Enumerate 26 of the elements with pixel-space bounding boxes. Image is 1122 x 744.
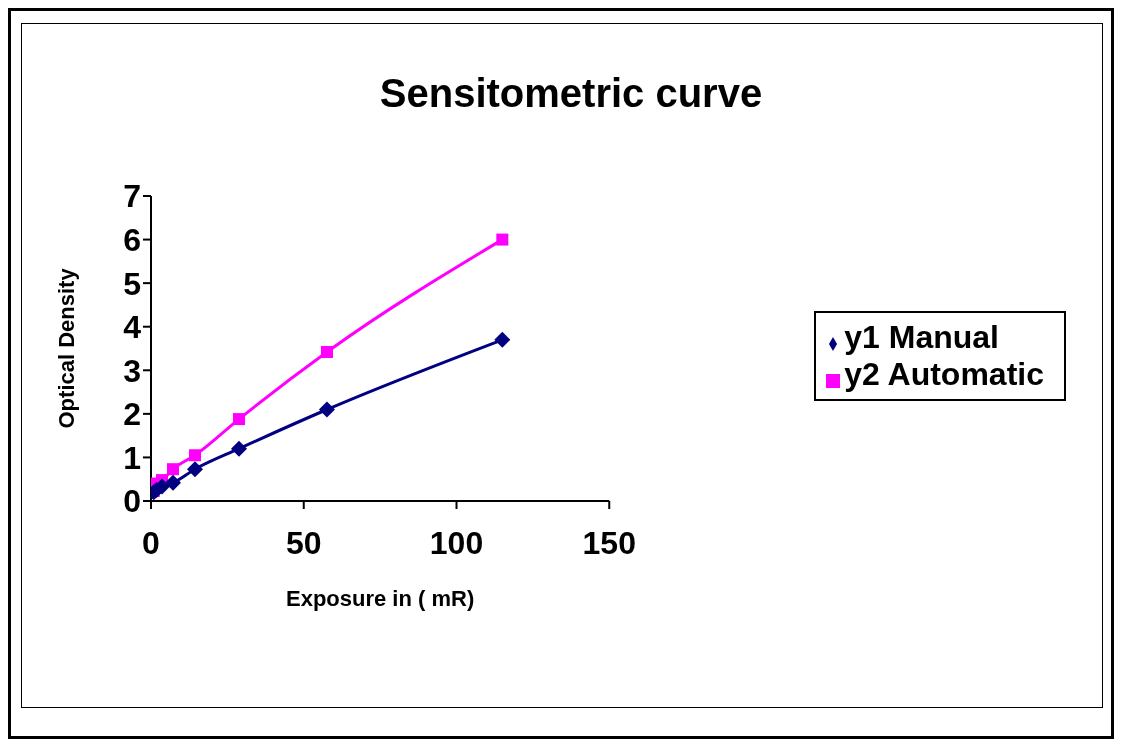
chart-title: Sensitometric curve bbox=[378, 71, 764, 116]
y-axis-title: Optical Density bbox=[53, 267, 79, 429]
y-tick-label: 4 bbox=[123, 309, 142, 346]
x-tick-label: 100 bbox=[429, 524, 484, 561]
x-tick-label: 50 bbox=[285, 524, 322, 561]
y-tick-label: 1 bbox=[123, 439, 141, 476]
point bbox=[230, 440, 247, 457]
point bbox=[320, 345, 333, 358]
point bbox=[188, 449, 201, 462]
legend-label: y1 Manual bbox=[844, 319, 999, 355]
legend-label: y2 Automatic bbox=[844, 356, 1044, 392]
point bbox=[494, 331, 511, 348]
point bbox=[318, 401, 335, 418]
y-tick-label: 7 bbox=[123, 178, 141, 215]
point bbox=[496, 233, 509, 246]
y-tick-label: 0 bbox=[123, 483, 141, 520]
x-tick-label: 150 bbox=[582, 524, 636, 561]
x-axis-title: Exposure in ( mR) bbox=[286, 586, 475, 611]
y-tick-label: 3 bbox=[123, 352, 141, 389]
point bbox=[232, 413, 245, 426]
y-tick-label: 5 bbox=[123, 265, 141, 302]
y-tick-label: 6 bbox=[123, 221, 141, 258]
point bbox=[186, 461, 203, 478]
point bbox=[167, 463, 179, 476]
point bbox=[165, 474, 181, 491]
y-tick-label: 2 bbox=[123, 396, 141, 433]
